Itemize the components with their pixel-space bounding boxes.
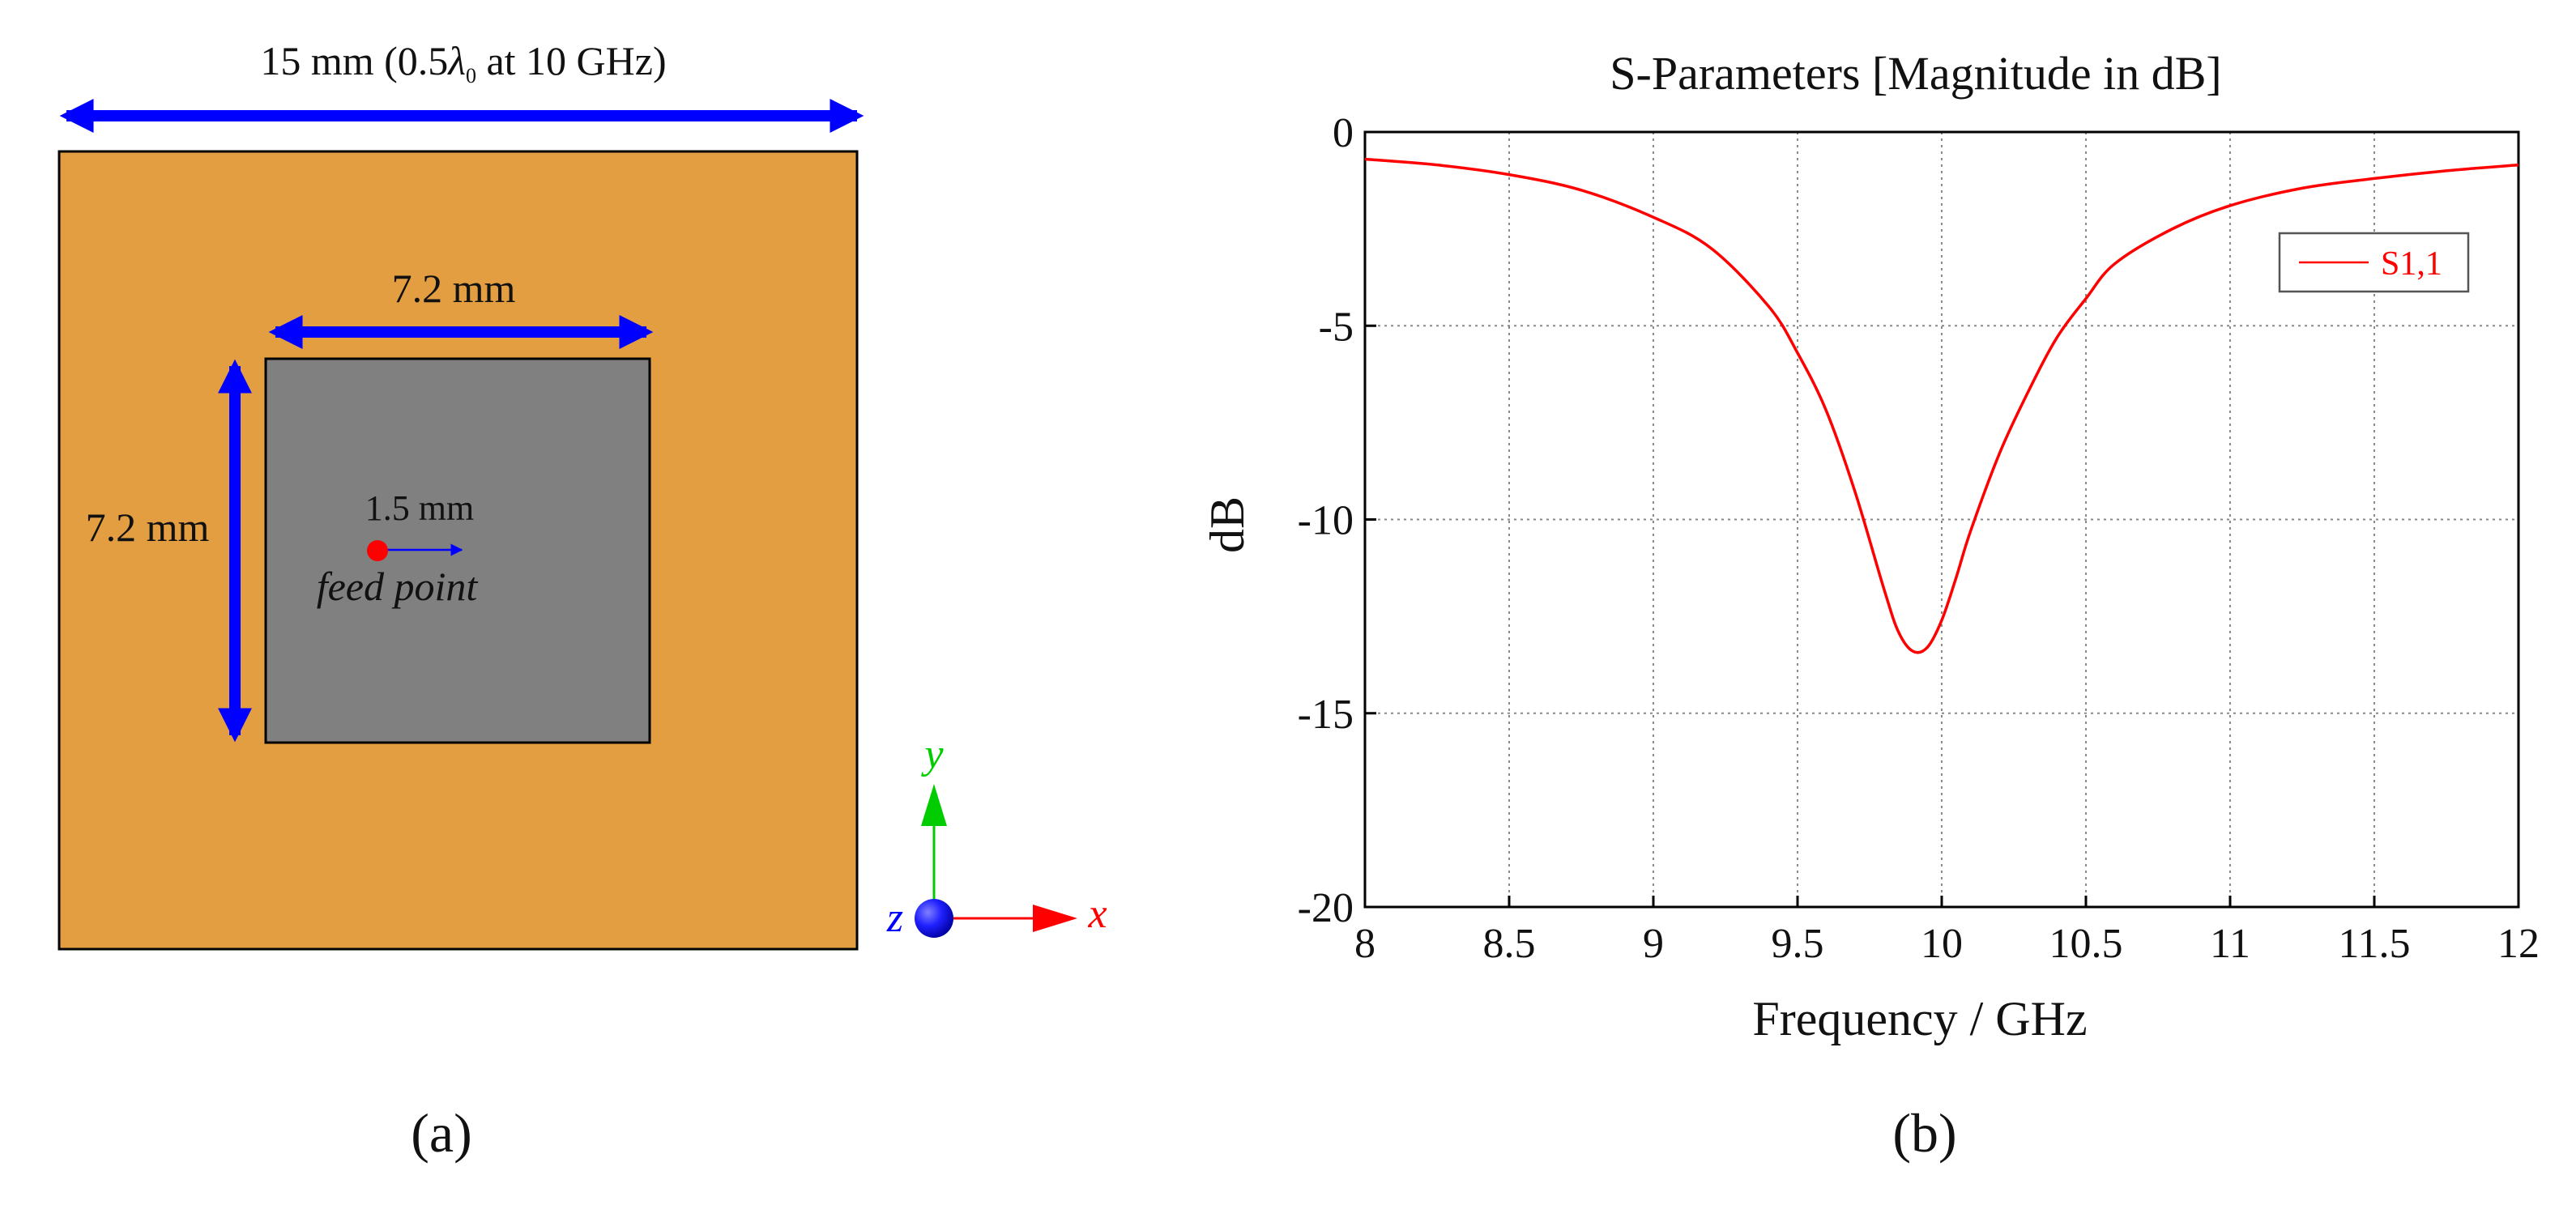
legend: S1,1 [2278, 232, 2470, 293]
substrate-width-label: 15 mm (0.5λ0 at 10 GHz) [260, 38, 666, 87]
panel-b-caption: (b) [1892, 1102, 1956, 1164]
feed-point-label: feed point [317, 564, 479, 609]
series-line-s11 [1364, 157, 2519, 654]
s-parameter-chart: S-Parameters [Magnitude in dB] 8 8.5 9 9.5 1… [1201, 47, 2540, 1164]
x-tick-label: 9 [1643, 921, 1664, 967]
plot-series [1364, 157, 2519, 654]
y-tick-label: -10 [1298, 498, 1354, 544]
y-axis-label: y [920, 731, 944, 777]
x-tick-label: 9.5 [1772, 921, 1824, 967]
legend-label: S1,1 [2381, 245, 2442, 283]
y-tick-label: -15 [1298, 692, 1354, 738]
x-tick-label: 11 [2210, 921, 2250, 967]
y-tick-label: 0 [1333, 110, 1354, 156]
panel-a-caption: (a) [411, 1102, 471, 1164]
plot-ticks: 8 8.5 9 9.5 10 10.5 11 11.5 12 0 -5 -10 -15 -20 [1298, 110, 2540, 967]
antenna-layout-panel: 15 mm (0.5λ0 at 10 GHz) 7.2 mm 7.2 mm 1.… [58, 38, 1107, 1164]
y-axis-title: dB [1201, 496, 1254, 553]
y-axis-arrowhead [921, 784, 947, 826]
x-axis-title: Frequency / GHz [1752, 992, 2087, 1045]
x-axis-arrowhead [1033, 905, 1077, 932]
patch-width-label: 7.2 mm [392, 266, 516, 311]
x-tick-label: 8.5 [1483, 921, 1536, 967]
z-axis-label: z [886, 895, 903, 941]
x-tick-label: 12 [2497, 921, 2540, 967]
x-tick-label: 10.5 [2049, 921, 2123, 967]
x-tick-label: 11.5 [2338, 921, 2410, 967]
z-axis-ball [915, 899, 953, 938]
patch-height-label: 7.2 mm [86, 505, 210, 550]
x-axis-label: x [1087, 891, 1107, 937]
feed-offset-label: 1.5 mm [365, 488, 474, 528]
chart-title: S-Parameters [Magnitude in dB] [1610, 47, 2221, 100]
x-tick-label: 8 [1354, 921, 1375, 967]
plot-grid [1365, 132, 2518, 907]
coordinate-axes: y x z [886, 731, 1107, 941]
y-tick-label: -5 [1319, 304, 1354, 350]
x-tick-label: 10 [1921, 921, 1963, 967]
y-tick-label: -20 [1298, 885, 1354, 931]
feed-point-marker [367, 540, 388, 561]
